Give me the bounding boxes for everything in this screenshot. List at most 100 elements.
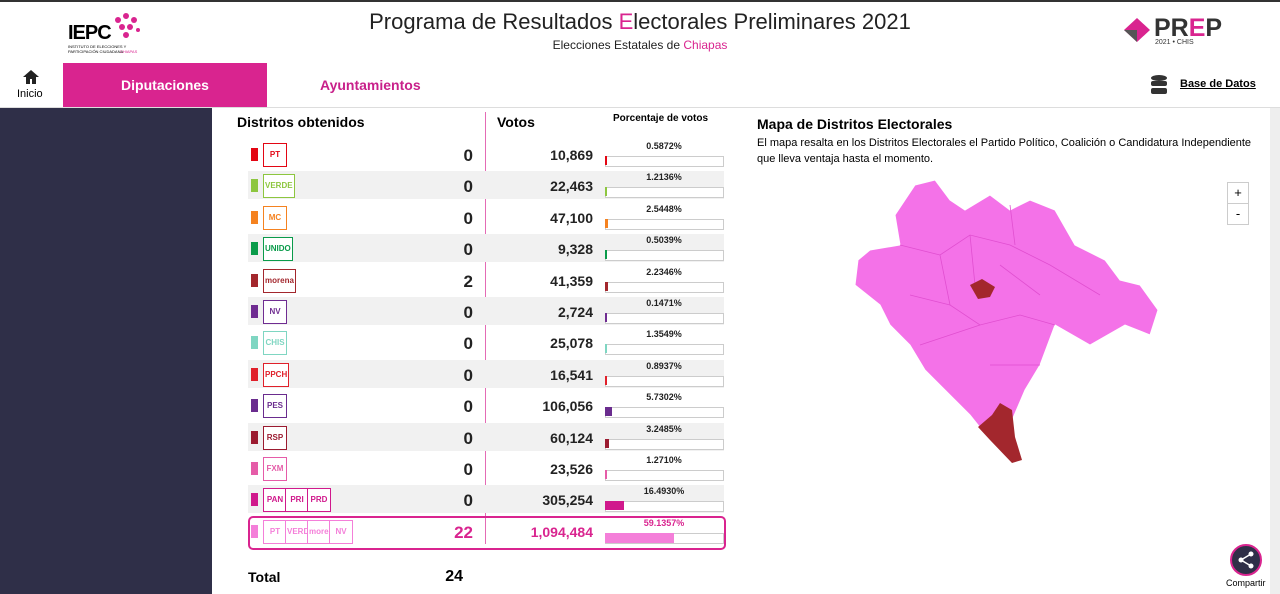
party-logo: PT bbox=[263, 519, 287, 544]
party-logo: morena bbox=[263, 268, 296, 293]
title-part: E bbox=[618, 9, 634, 34]
prep-icon bbox=[1124, 18, 1150, 42]
db-icon bbox=[1151, 75, 1167, 94]
percent-label: 2.5448% bbox=[646, 203, 682, 214]
party-logo: NV bbox=[329, 519, 353, 544]
party-color bbox=[251, 462, 258, 475]
bar bbox=[605, 407, 612, 417]
percent-label: 59.1357% bbox=[643, 517, 685, 528]
district bbox=[970, 279, 995, 299]
home-icon[interactable] bbox=[22, 69, 40, 85]
subtitle: Elecciones Estatales de Chiapas bbox=[0, 38, 1280, 52]
prep-logo: PREP bbox=[1154, 14, 1222, 43]
bar bbox=[605, 313, 607, 322]
sidebar bbox=[0, 108, 212, 594]
title-part: lectorales Preliminares 2021 bbox=[633, 9, 911, 34]
bar bbox=[605, 250, 607, 260]
party-logo: PRI bbox=[285, 488, 309, 513]
zoom-out[interactable]: - bbox=[1227, 203, 1249, 225]
bar bbox=[605, 281, 608, 291]
prep-sub: 2021 • CHIS bbox=[1155, 39, 1194, 46]
bar-track bbox=[605, 250, 724, 262]
bar bbox=[605, 470, 607, 479]
db-link[interactable]: Base de Datos bbox=[1180, 78, 1256, 90]
votes: 22,463 bbox=[550, 178, 593, 195]
map bbox=[854, 179, 1159, 464]
districts: 0 bbox=[463, 460, 473, 479]
party-color bbox=[251, 399, 258, 413]
percent-label: 16.4930% bbox=[643, 486, 685, 497]
iepc-state: CHIAPAS bbox=[120, 49, 138, 54]
bar bbox=[605, 218, 608, 228]
districts: 0 bbox=[463, 491, 473, 511]
home-link[interactable]: Inicio bbox=[17, 88, 43, 100]
districts: 0 bbox=[463, 208, 473, 228]
votes: 41,359 bbox=[550, 272, 593, 289]
total: 24 bbox=[445, 568, 463, 585]
party-logo: CHIS bbox=[263, 331, 287, 356]
tab[interactable]: Ayuntamientos bbox=[320, 77, 421, 93]
percent-label: 0.5039% bbox=[646, 235, 682, 246]
iepc-logo-icon bbox=[115, 13, 140, 38]
party-color bbox=[251, 242, 258, 256]
bar-track bbox=[605, 344, 724, 356]
share-icon[interactable] bbox=[1228, 544, 1264, 580]
party-logo: PRD bbox=[307, 488, 331, 513]
prep-part: PR bbox=[1154, 14, 1189, 42]
bar bbox=[605, 501, 625, 511]
percent-label: 1.2710% bbox=[646, 455, 682, 465]
bar bbox=[605, 438, 609, 448]
party-logo: UNIDO bbox=[263, 237, 293, 262]
districts: 0 bbox=[463, 365, 473, 385]
party-color bbox=[251, 179, 258, 193]
votes: 2,724 bbox=[557, 304, 593, 320]
percent-label: 0.8937% bbox=[646, 360, 682, 371]
bar bbox=[605, 187, 607, 197]
bar-track bbox=[605, 187, 724, 199]
party-logo: PAN bbox=[263, 488, 287, 513]
districts: 22 bbox=[454, 522, 473, 542]
col-header: Votos bbox=[497, 114, 535, 130]
party-color bbox=[251, 148, 258, 161]
bar-track bbox=[605, 281, 724, 293]
subtitle-part: Elecciones Estatales de bbox=[552, 38, 684, 52]
district bbox=[978, 403, 1022, 463]
districts: 0 bbox=[463, 428, 473, 448]
votes: 305,254 bbox=[542, 492, 593, 509]
bar-track bbox=[605, 375, 724, 387]
subtitle-part: Chiapas bbox=[683, 38, 728, 52]
votes: 106,056 bbox=[542, 398, 593, 415]
party-logo: PPCH bbox=[263, 362, 290, 387]
percent-label: 5.7302% bbox=[646, 392, 682, 403]
votes: 25,078 bbox=[550, 335, 593, 352]
party-color bbox=[251, 273, 258, 287]
districts: 0 bbox=[463, 303, 473, 322]
votes: 47,100 bbox=[550, 209, 593, 226]
divider bbox=[485, 112, 486, 544]
districts: 0 bbox=[463, 177, 473, 197]
bar bbox=[605, 156, 607, 165]
header bbox=[0, 0, 1280, 65]
col-header: Distritos obtenidos bbox=[237, 114, 365, 130]
bar bbox=[605, 344, 607, 354]
bar bbox=[605, 375, 607, 385]
zoom-in[interactable]: + bbox=[1227, 182, 1249, 204]
party-logo: FXM bbox=[263, 457, 287, 481]
party-color bbox=[251, 430, 258, 444]
votes: 60,124 bbox=[550, 429, 593, 446]
row-highlight bbox=[248, 515, 726, 550]
bar-track bbox=[605, 218, 724, 230]
percent-label: 0.5872% bbox=[646, 141, 682, 151]
title-part: Programa de Resultados bbox=[369, 9, 619, 34]
prep-part: E bbox=[1188, 14, 1206, 42]
share-label[interactable]: Compartir bbox=[1226, 578, 1266, 588]
party-logo: RSP bbox=[263, 425, 287, 450]
votes: 23,526 bbox=[550, 461, 593, 477]
votes: 9,328 bbox=[557, 241, 593, 258]
districts: 0 bbox=[463, 334, 473, 354]
percent-label: 3.2485% bbox=[646, 423, 682, 434]
votes: 16,541 bbox=[550, 366, 593, 383]
votes: 10,869 bbox=[550, 147, 593, 163]
tab-active[interactable]: Diputaciones bbox=[63, 63, 267, 107]
